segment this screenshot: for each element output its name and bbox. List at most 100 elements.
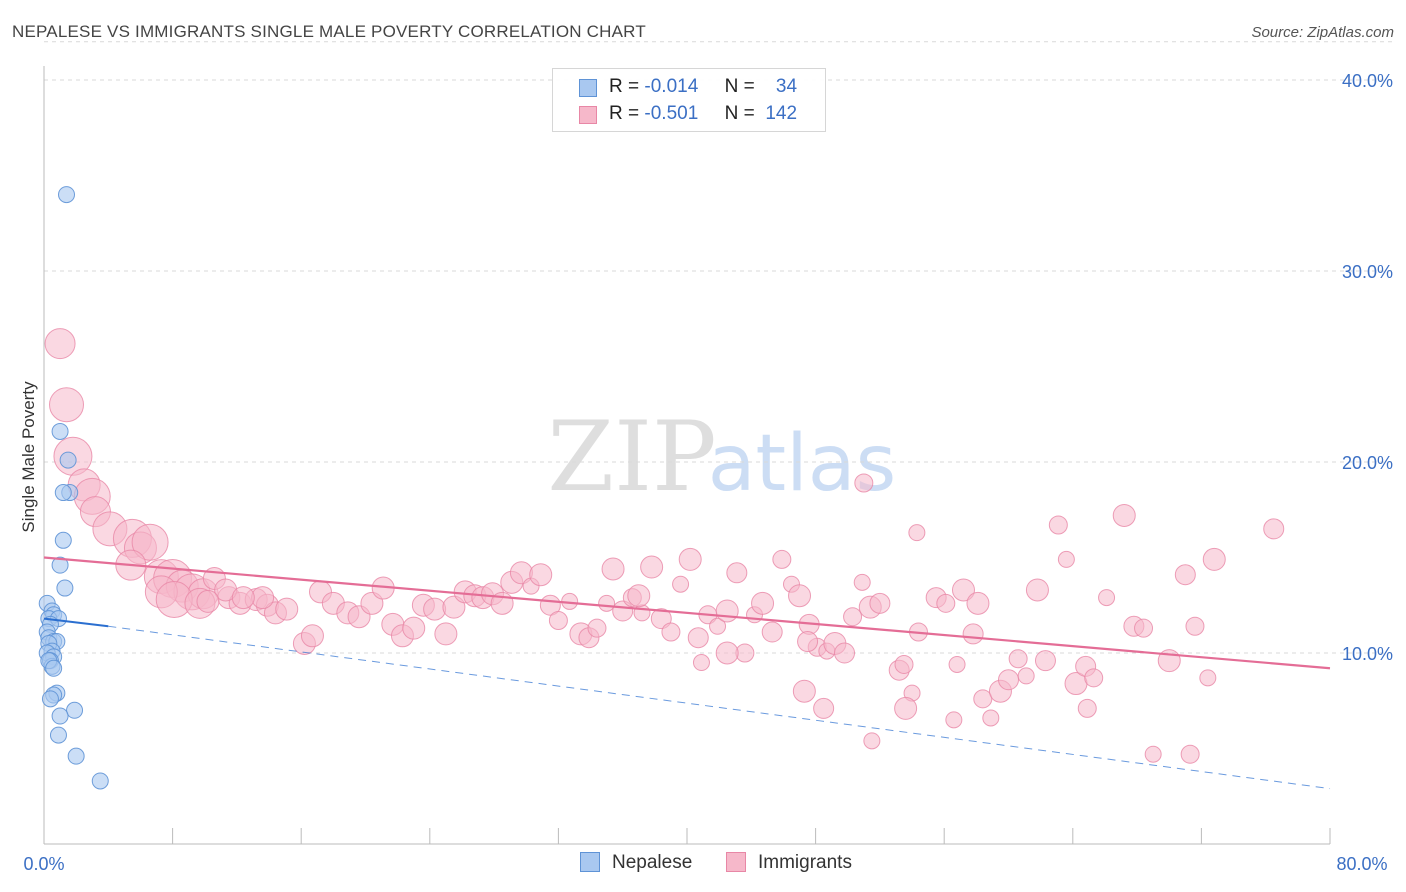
immigrants-point — [1180, 744, 1200, 764]
immigrants-trend-line — [43, 556, 1331, 670]
nepalese-point — [51, 707, 69, 725]
immigrants-point — [529, 563, 553, 587]
y-tick-label: 20.0% — [1342, 453, 1393, 473]
immigrants-point — [945, 711, 963, 729]
nepalese-point — [67, 747, 85, 765]
immigrants-point — [1185, 616, 1205, 636]
immigrants-point — [692, 654, 710, 672]
immigrants-point — [709, 617, 727, 635]
immigrants-point — [936, 593, 956, 613]
immigrants-point — [678, 547, 702, 571]
immigrants-point — [788, 584, 812, 608]
watermark: ZIP atlas — [547, 401, 896, 513]
immigrants-point — [672, 575, 690, 593]
correlation-legend: R = -0.014 N = 34 R = -0.501 N = 142 — [552, 68, 826, 132]
immigrants-point — [1025, 578, 1049, 602]
nepalese-trend-dashed — [108, 625, 1331, 790]
y-tick-label: 10.0% — [1342, 644, 1393, 664]
immigrants-point — [1008, 649, 1028, 669]
x-tick-label-max: 80.0% — [1336, 854, 1387, 874]
nepalese-point — [54, 484, 72, 502]
x-ticks — [43, 828, 1331, 844]
nepalese-trend-line — [43, 617, 109, 628]
nepalese-point — [49, 726, 67, 744]
immigrants-swatch — [579, 106, 597, 124]
nepalese-point — [41, 690, 59, 708]
immigrants-point — [1098, 589, 1116, 607]
immigrants-points — [44, 328, 1285, 764]
nepalese-swatch — [579, 79, 597, 97]
immigrants-point — [434, 622, 458, 646]
immigrants-point — [1084, 668, 1104, 688]
immigrants-point — [423, 597, 447, 621]
chart-title: NEPALESE VS IMMIGRANTS SINGLE MALE POVER… — [12, 22, 646, 41]
immigrants-point — [843, 607, 863, 627]
immigrants-point — [751, 591, 775, 615]
immigrants-point — [402, 616, 426, 640]
immigrants-point — [792, 679, 816, 703]
y-axis-label: Single Male Poverty — [19, 381, 38, 533]
nepalese-label: Nepalese — [612, 852, 693, 873]
immigrants-point — [598, 594, 616, 612]
trend-lines — [43, 556, 1331, 790]
immigrants-point — [661, 622, 681, 642]
legend-n-value: 34 — [775, 76, 798, 97]
nepalese-point — [66, 701, 84, 719]
immigrants-point — [854, 473, 874, 493]
legend-n-label: N = — [724, 76, 755, 97]
immigrants-point — [998, 669, 1019, 691]
nepalese-point — [51, 556, 69, 574]
immigrants-point — [869, 592, 891, 614]
nepalese-point — [56, 579, 74, 597]
watermark-atlas: atlas — [708, 419, 897, 509]
legend-r-label: R = — [609, 76, 640, 97]
immigrants-point — [231, 586, 255, 610]
immigrants-point — [715, 641, 739, 665]
immigrants-point — [982, 709, 1000, 727]
immigrants-point — [633, 604, 651, 622]
immigrants-point — [1174, 564, 1196, 586]
immigrants-point — [650, 608, 672, 630]
immigrants-point — [853, 573, 871, 591]
watermark-zip: ZIP — [547, 401, 716, 513]
nepalese-point — [54, 531, 72, 549]
immigrants-point — [834, 642, 856, 664]
immigrants-point — [1077, 698, 1097, 718]
immigrants-point — [951, 578, 975, 602]
immigrants-point — [894, 654, 914, 674]
immigrants-point — [687, 627, 709, 649]
immigrants-point — [196, 589, 220, 613]
immigrants-point — [726, 562, 748, 584]
immigrants-point — [1112, 503, 1136, 527]
immigrants-point — [1263, 518, 1285, 540]
immigrants-point — [908, 524, 926, 542]
immigrants-point — [627, 584, 651, 608]
immigrants-point — [948, 655, 966, 673]
nepalese-point — [58, 186, 76, 204]
legend-n-label: N = — [724, 103, 755, 124]
immigrants-point — [894, 696, 918, 720]
immigrants-point — [548, 611, 568, 631]
immigrants-point — [772, 549, 792, 569]
immigrants-point — [1144, 745, 1162, 763]
nepalese-point — [91, 772, 109, 790]
immigrants-point — [761, 621, 783, 643]
immigrants-point — [1199, 669, 1217, 687]
x-tick-label-min: 0.0% — [23, 854, 64, 874]
immigrants-point — [587, 618, 607, 638]
nepalese-points — [38, 186, 109, 790]
immigrants-point — [863, 732, 881, 750]
immigrants-point — [1048, 515, 1068, 535]
immigrants-point — [1134, 618, 1154, 638]
source-credit: Source: ZipAtlas.com — [1251, 24, 1394, 41]
legend-r-label: R = — [609, 103, 640, 124]
immigrants-point — [1057, 550, 1075, 568]
immigrants-point — [44, 328, 76, 360]
immigrants-point — [797, 631, 819, 653]
y-tick-label: 40.0% — [1342, 71, 1393, 91]
legend-r-value: -0.014 — [644, 76, 699, 97]
y-tick-label: 30.0% — [1342, 262, 1393, 282]
immigrants-point — [640, 555, 664, 579]
immigrants-point — [275, 597, 299, 621]
